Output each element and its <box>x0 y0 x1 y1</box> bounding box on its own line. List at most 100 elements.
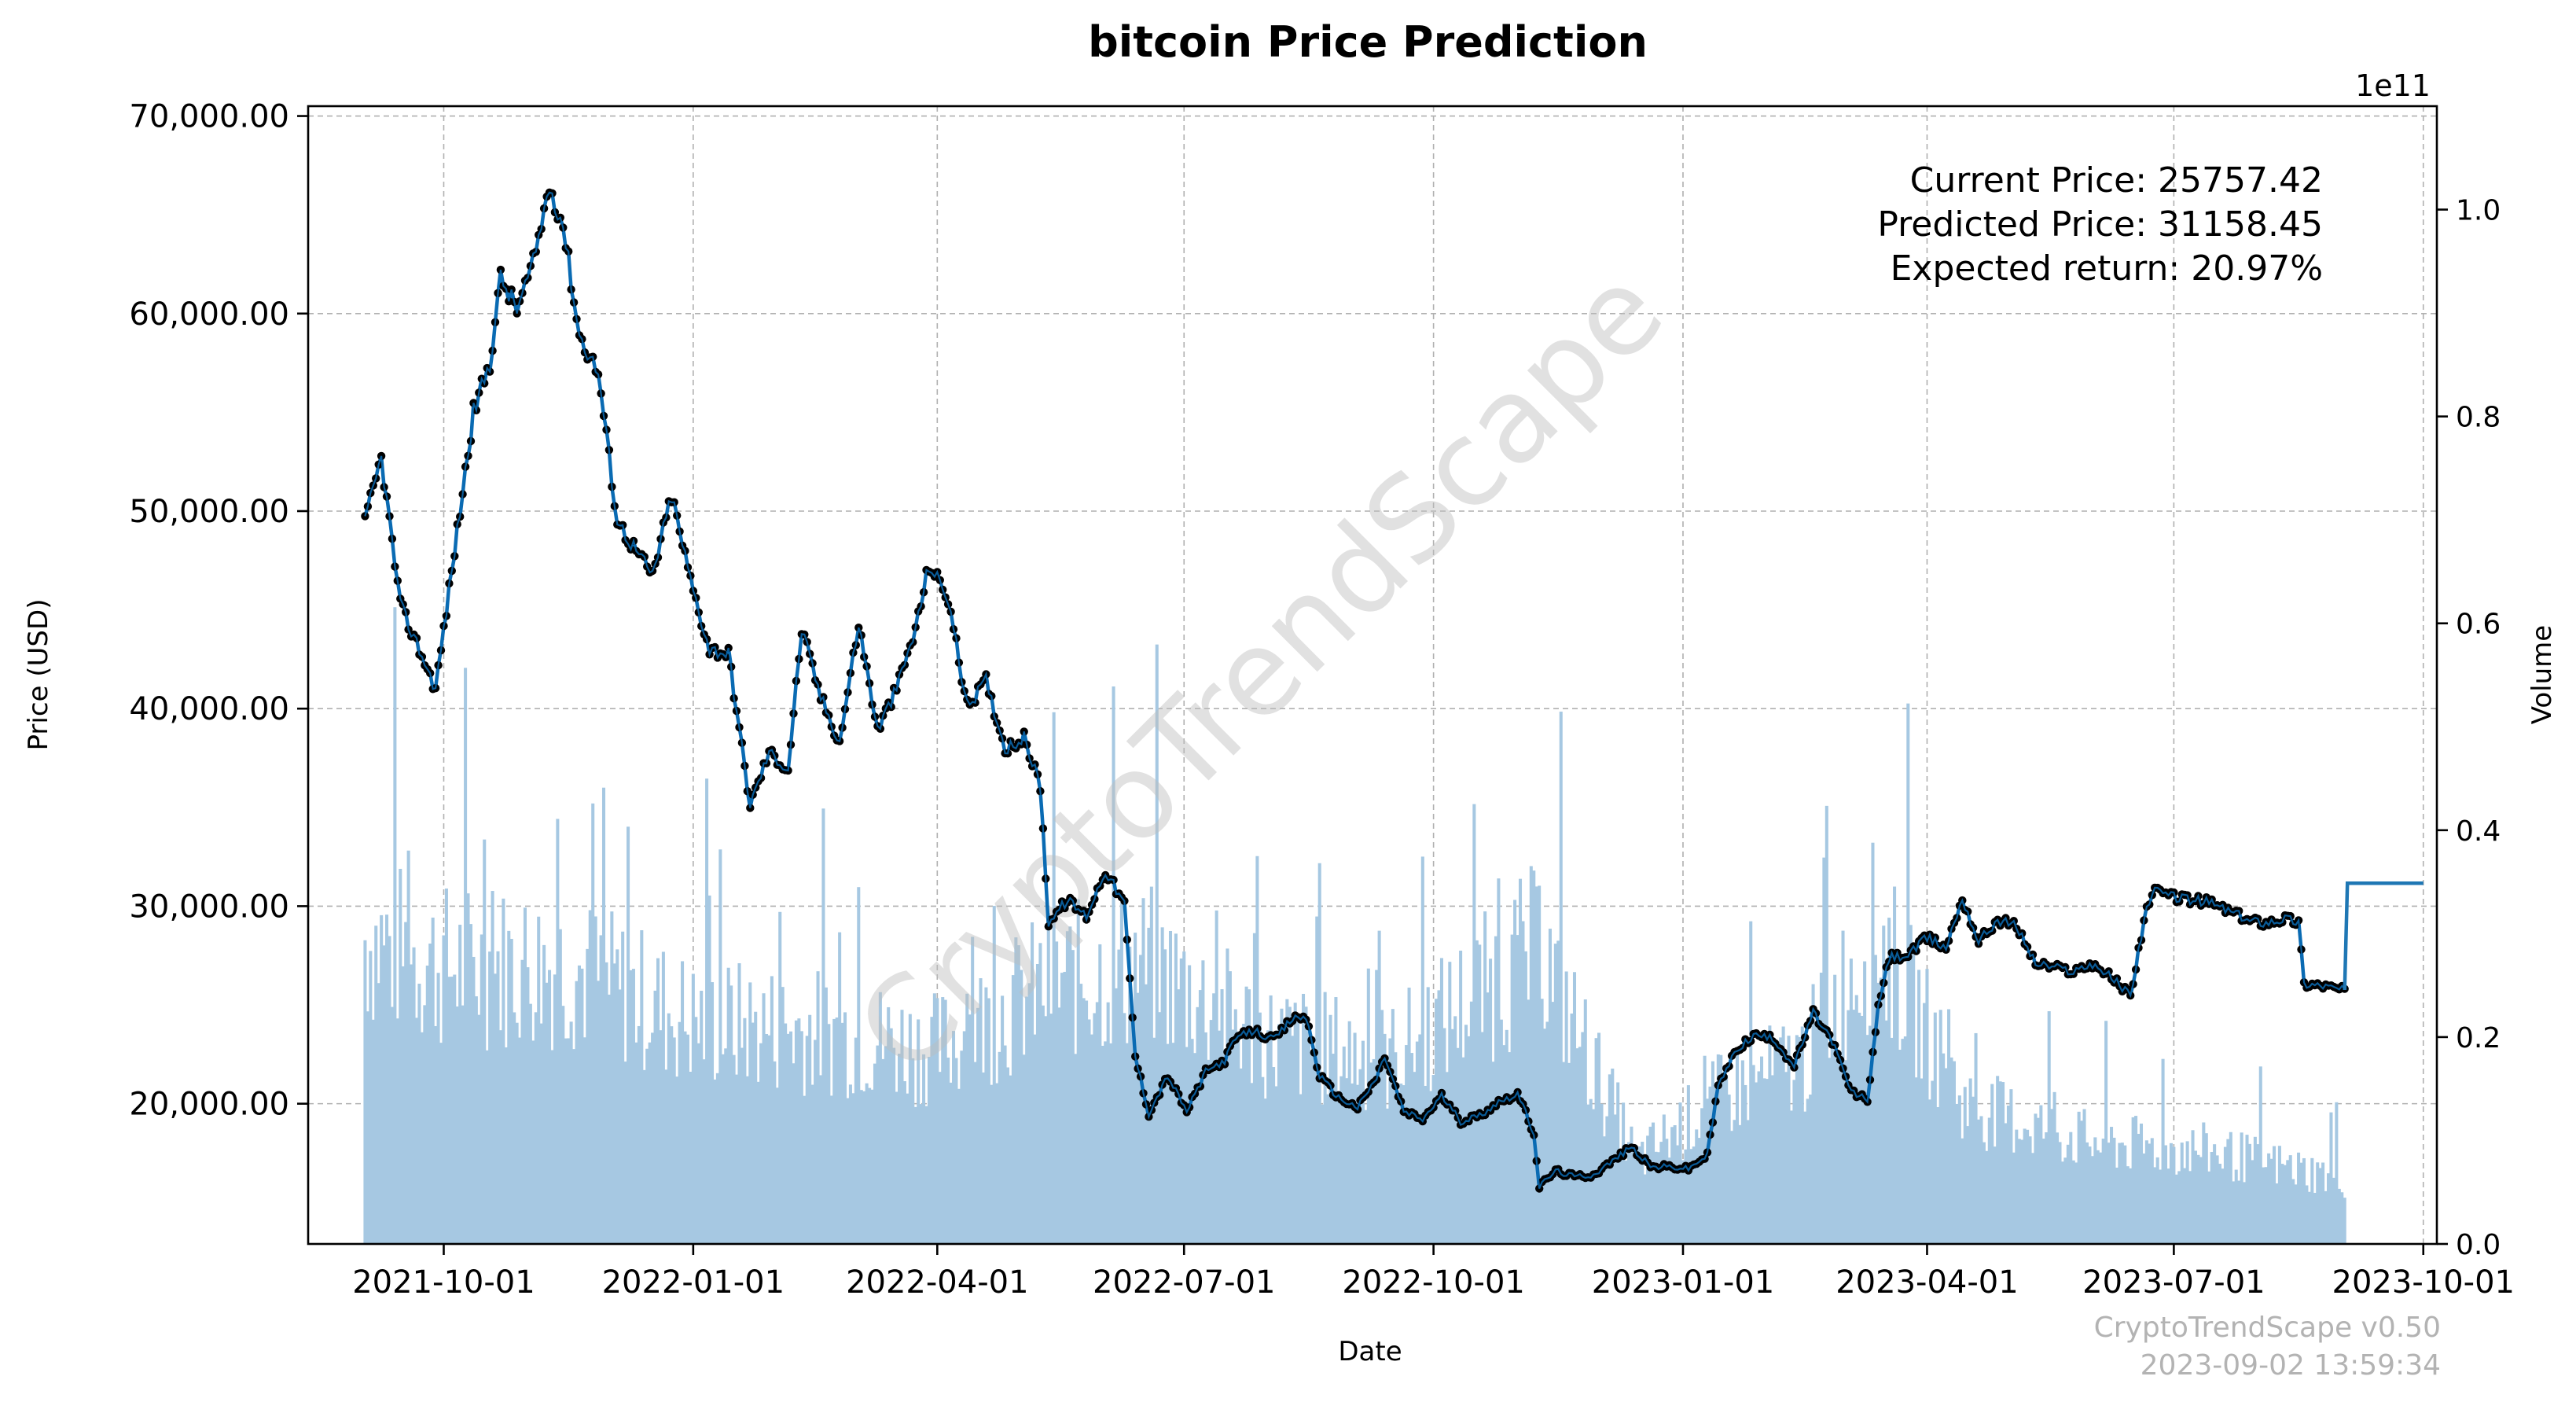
volume-bar <box>2134 1116 2138 1244</box>
volume-bar <box>857 887 861 1244</box>
volume-bar <box>1922 1003 1927 1244</box>
volume-bar <box>2272 1146 2277 1244</box>
volume-bar <box>1364 1109 1368 1244</box>
volume-bar <box>1819 972 1823 1244</box>
price-line-overlay <box>364 191 2346 1189</box>
volume-bar <box>569 1021 573 1244</box>
volume-bar <box>1972 1096 1975 1244</box>
volume-bar <box>1906 703 1910 1244</box>
volume-bar <box>840 1022 844 1244</box>
volume-bar <box>1619 1160 1622 1244</box>
volume-bar <box>2207 1171 2211 1244</box>
volume-bar <box>1813 1024 1818 1244</box>
volume-bar <box>911 1058 915 1244</box>
volume-bar <box>1415 1041 1419 1244</box>
volume-bar <box>1044 1016 1048 1244</box>
volume-bar <box>713 1079 717 1244</box>
volume-bar <box>1123 1013 1126 1244</box>
volume-bar <box>1215 910 1218 1244</box>
volume-bar <box>2199 1157 2203 1244</box>
volume-bar <box>2343 1198 2346 1244</box>
volume-bar <box>1534 886 1538 1244</box>
volume-bar <box>729 985 733 1244</box>
volume-bar <box>1665 1139 1669 1244</box>
volume-bar <box>900 1010 904 1244</box>
y-tick-label: 20,000.00 <box>129 1087 289 1123</box>
grid-lines <box>308 106 2437 1244</box>
volume-bar <box>640 930 644 1244</box>
volume-bar <box>1347 1021 1351 1244</box>
volume-bar <box>1125 1043 1129 1244</box>
volume-bar <box>2237 1180 2241 1244</box>
volume-bar <box>949 1082 953 1244</box>
volume-bar <box>1207 1059 1211 1244</box>
volume-bar <box>1027 983 1031 1244</box>
volume-bar <box>1450 1029 1454 1244</box>
volume-bar <box>1697 1138 1701 1244</box>
volume-bar <box>1776 1041 1780 1244</box>
volume-bar <box>1532 870 1536 1244</box>
volume-bar <box>1798 1036 1802 1244</box>
volume-bar <box>2118 1143 2122 1244</box>
volume-bar <box>369 951 373 1244</box>
volume-bar <box>694 1017 698 1244</box>
volume-bar <box>2080 1120 2084 1244</box>
volume-bar <box>2174 1174 2178 1244</box>
volume-bar <box>1020 970 1023 1244</box>
volume-bar <box>1933 1012 1937 1244</box>
volume-bar <box>681 961 685 1244</box>
volume-bar <box>2218 1163 2222 1244</box>
volume-bar <box>1779 1037 1783 1244</box>
volume-bar <box>824 987 828 1244</box>
volume-bar <box>491 891 494 1244</box>
volume-bar <box>2313 1193 2317 1244</box>
volume-bar <box>1353 1032 1357 1244</box>
volume-bar <box>2337 1188 2341 1244</box>
volume-bar <box>577 965 581 1244</box>
volume-bar <box>1725 1075 1729 1244</box>
volume-bar <box>751 1022 755 1244</box>
volume-bar <box>1326 1094 1330 1244</box>
volume-bar <box>1594 1038 1598 1244</box>
volume-bar <box>523 907 527 1244</box>
volume-bar <box>2153 1167 2157 1244</box>
volume-bar <box>702 1059 706 1244</box>
volume-bar <box>1250 1083 1254 1244</box>
volume-bar <box>1716 1054 1720 1244</box>
volume-bar <box>1228 971 1232 1244</box>
y-axis-right-label: Volume <box>2526 625 2558 724</box>
volume-bar <box>2332 1177 2335 1244</box>
volume-bar <box>1486 992 1490 1244</box>
volume-bar <box>1480 1032 1484 1244</box>
volume-bar <box>1478 944 1482 1244</box>
volume-bar <box>691 973 695 1244</box>
volume-bar <box>1424 1085 1428 1244</box>
volume-bar <box>987 998 990 1244</box>
volume-bar <box>1648 1126 1652 1244</box>
volume-bar <box>1957 1095 1961 1244</box>
volume-bar <box>1323 992 1327 1244</box>
volume-bar <box>1152 1037 1156 1244</box>
volume-bar <box>2310 1157 2314 1244</box>
volume-bar <box>1538 885 1542 1244</box>
volume-bar <box>553 974 557 1244</box>
volume-bar <box>990 1084 994 1244</box>
volume-bar <box>1876 982 1880 1244</box>
volume-bar <box>818 1075 823 1244</box>
volume-bar <box>385 914 389 1244</box>
volume-bar <box>1041 1005 1045 1244</box>
volume-bar <box>906 1093 910 1244</box>
volume-bar <box>1602 1136 1606 1244</box>
volume-bar <box>2245 1135 2249 1244</box>
volume-bar <box>582 1037 586 1244</box>
volume-bar <box>1031 922 1034 1244</box>
volume-bar <box>382 945 386 1244</box>
volume-bar <box>675 1076 679 1244</box>
volume-bar <box>935 998 939 1244</box>
volume-bar <box>670 1026 674 1244</box>
volume-bars <box>363 607 2346 1244</box>
y-right-tick-label: 0.6 <box>2456 609 2501 641</box>
volume-bar <box>2340 1192 2344 1244</box>
volume-bar <box>2101 1139 2105 1244</box>
volume-bar <box>480 934 483 1244</box>
